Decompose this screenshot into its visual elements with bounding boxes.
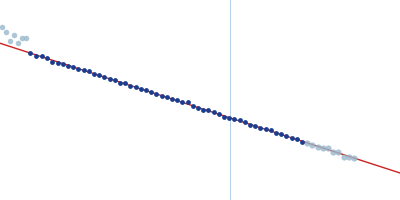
Point — [195, 106, 201, 109]
Point — [158, 94, 165, 98]
Point — [112, 79, 118, 82]
Point — [273, 131, 279, 134]
Point — [231, 117, 238, 120]
Point — [106, 78, 113, 81]
Point — [15, 42, 22, 45]
Point — [49, 60, 56, 63]
Point — [117, 81, 123, 85]
Point — [169, 97, 175, 100]
Point — [278, 132, 284, 135]
Point — [122, 82, 128, 85]
Point — [351, 156, 357, 159]
Point — [7, 39, 14, 42]
Point — [184, 101, 191, 104]
Point — [346, 155, 352, 158]
Point — [3, 31, 10, 34]
Point — [226, 117, 232, 120]
Point — [330, 151, 336, 154]
Point — [44, 56, 50, 59]
Point — [325, 146, 331, 150]
Point — [0, 25, 6, 29]
Point — [294, 137, 300, 141]
Point — [304, 142, 310, 145]
Point — [22, 36, 29, 39]
Point — [138, 88, 144, 91]
Point — [54, 61, 61, 65]
Point — [60, 62, 66, 65]
Point — [221, 115, 227, 118]
Point — [257, 126, 264, 129]
Point — [320, 147, 326, 150]
Point — [340, 155, 347, 158]
Point — [19, 36, 25, 39]
Point — [309, 143, 316, 147]
Point — [65, 64, 71, 67]
Point — [299, 141, 305, 144]
Point — [11, 34, 18, 37]
Point — [143, 88, 149, 91]
Point — [314, 145, 321, 149]
Point — [216, 113, 222, 116]
Point — [283, 134, 290, 138]
Point — [288, 136, 295, 139]
Point — [148, 91, 154, 94]
Point — [252, 124, 258, 127]
Point — [210, 110, 217, 113]
Point — [96, 73, 102, 76]
Point — [164, 95, 170, 99]
Point — [268, 129, 274, 132]
Point — [91, 72, 97, 75]
Point — [174, 99, 180, 102]
Point — [153, 93, 160, 96]
Point — [75, 68, 82, 71]
Point — [127, 84, 134, 87]
Point — [33, 54, 39, 57]
Point — [132, 86, 139, 89]
Point — [190, 105, 196, 108]
Point — [101, 75, 108, 78]
Point — [179, 100, 186, 104]
Point — [236, 119, 243, 122]
Point — [39, 55, 45, 58]
Point — [70, 65, 76, 69]
Point — [80, 68, 87, 71]
Point — [27, 51, 33, 54]
Point — [242, 121, 248, 124]
Point — [205, 109, 212, 112]
Point — [200, 108, 206, 111]
Point — [335, 150, 342, 154]
Point — [247, 123, 253, 126]
Point — [86, 70, 92, 73]
Point — [262, 128, 269, 131]
